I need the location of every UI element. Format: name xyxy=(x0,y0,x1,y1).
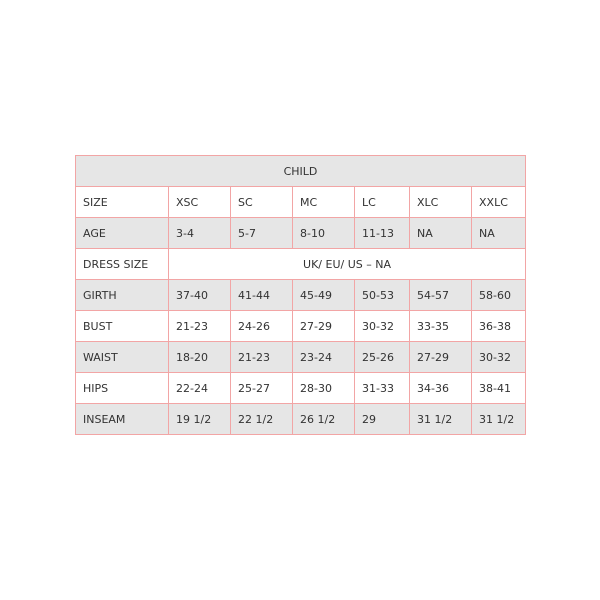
table-cell: 45-49 xyxy=(292,279,355,311)
table-cell: 27-29 xyxy=(409,341,472,373)
table-row: AGE 3-4 5-7 8-10 11-13 NA NA xyxy=(75,217,527,249)
table-title: CHILD xyxy=(74,155,527,187)
table-row: INSEAM 19 1/2 22 1/2 26 1/2 29 31 1/2 31 1/2 xyxy=(75,403,527,435)
row-label: SIZE xyxy=(75,186,169,218)
table-cell: 50-53 xyxy=(354,279,410,311)
size-cell: XLC xyxy=(409,186,472,218)
title-row: CHILD xyxy=(74,155,527,187)
table-cell: 27-29 xyxy=(292,310,355,342)
table-cell: 21-23 xyxy=(230,341,293,373)
row-label: HIPS xyxy=(75,372,169,404)
size-cell: MC xyxy=(292,186,355,218)
table-cell: 30-32 xyxy=(354,310,410,342)
table-cell: 36-38 xyxy=(470,310,527,342)
table-cell: 3-4 xyxy=(168,217,231,249)
table-cell: 18-20 xyxy=(168,341,231,373)
table-cell: 28-30 xyxy=(292,372,355,404)
table-cell: 25-27 xyxy=(230,372,293,404)
size-cell: XSC xyxy=(168,186,231,218)
table-cell: 25-26 xyxy=(354,341,410,373)
table-cell: 54-57 xyxy=(409,279,472,311)
table-cell: 33-35 xyxy=(409,310,472,342)
table-cell: 34-36 xyxy=(409,372,472,404)
size-row: SIZE XSC SC MC LC XLC XXLC xyxy=(75,186,527,218)
merged-cell: UK/ EU/ US – NA xyxy=(167,248,527,280)
table-cell: 5-7 xyxy=(230,217,293,249)
row-label: DRESS SIZE xyxy=(75,248,169,280)
row-label: GIRTH xyxy=(75,279,169,311)
row-label: BUST xyxy=(75,310,169,342)
table-cell: 30-32 xyxy=(470,341,527,373)
table-row: HIPS 22-24 25-27 28-30 31-33 34-36 38-41 xyxy=(75,372,527,404)
table-cell: 31 1/2 xyxy=(470,403,527,435)
table-cell: 58-60 xyxy=(470,279,527,311)
row-label: INSEAM xyxy=(75,403,169,435)
table-cell: 22 1/2 xyxy=(230,403,293,435)
table-cell: 11-13 xyxy=(354,217,410,249)
table-cell: 8-10 xyxy=(292,217,355,249)
table-cell: 22-24 xyxy=(168,372,231,404)
table-row: GIRTH 37-40 41-44 45-49 50-53 54-57 58-60 xyxy=(75,279,527,311)
table-cell: 38-41 xyxy=(470,372,527,404)
row-label: WAIST xyxy=(75,341,169,373)
table-cell: NA xyxy=(409,217,472,249)
table-row: WAIST 18-20 21-23 23-24 25-26 27-29 30-32 xyxy=(75,341,527,373)
size-cell: LC xyxy=(354,186,410,218)
table-cell: 24-26 xyxy=(230,310,293,342)
size-chart-table: CHILD SIZE XSC SC MC LC XLC XXLC AGE 3-4 5-7 8-10 1… xyxy=(74,155,527,435)
row-label: AGE xyxy=(75,217,169,249)
table-cell: 21-23 xyxy=(168,310,231,342)
table-row: BUST 21-23 24-26 27-29 30-32 33-35 36-38 xyxy=(75,310,527,342)
table-cell: 23-24 xyxy=(292,341,355,373)
table-cell: 29 xyxy=(354,403,410,435)
table-cell: NA xyxy=(470,217,527,249)
table-cell: 37-40 xyxy=(168,279,231,311)
size-cell: SC xyxy=(230,186,293,218)
table-row: DRESS SIZE UK/ EU/ US – NA xyxy=(75,248,527,280)
table-cell: 31 1/2 xyxy=(409,403,472,435)
size-cell: XXLC xyxy=(470,186,527,218)
table-cell: 41-44 xyxy=(230,279,293,311)
table-cell: 31-33 xyxy=(354,372,410,404)
table-cell: 19 1/2 xyxy=(168,403,231,435)
table-cell: 26 1/2 xyxy=(292,403,355,435)
